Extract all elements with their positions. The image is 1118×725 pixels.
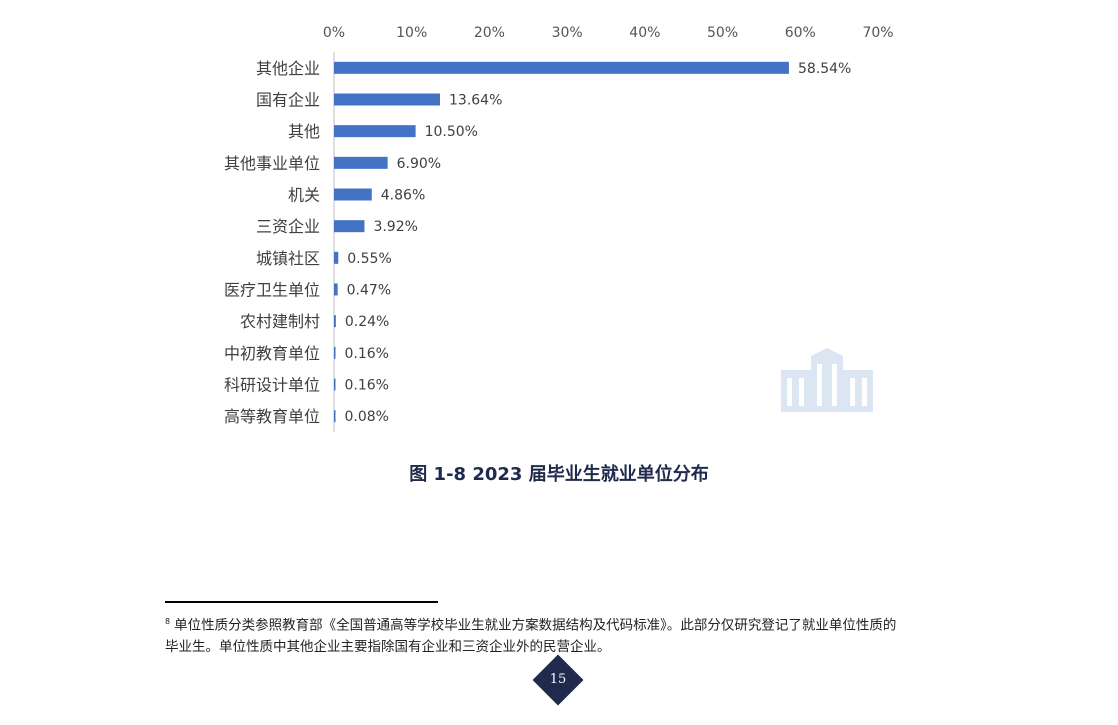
x-tick-label: 20%: [474, 25, 505, 41]
category-label: 中初教育单位: [224, 344, 320, 363]
x-tick-label: 50%: [707, 25, 738, 41]
bars: [334, 61, 789, 423]
bar: [334, 61, 789, 74]
category-label: 其他企业: [256, 59, 320, 78]
footnote-line-2: 毕业生。单位性质中其他企业主要指除国有企业和三资企业外的民营企业。: [165, 638, 611, 655]
category-label: 医疗卫生单位: [224, 281, 320, 300]
data-label: 0.55%: [347, 251, 391, 267]
data-labels: 58.54% 13.64% 10.50% 6.90% 4.86% 3.92% 0.55% 0.…: [345, 61, 852, 425]
bar: [334, 251, 339, 264]
data-label: 0.16%: [345, 378, 389, 394]
category-label: 国有企业: [256, 91, 320, 110]
data-label: 58.54%: [798, 61, 851, 77]
x-tick-label: 40%: [629, 25, 660, 41]
footnote-marker: 8: [165, 617, 171, 626]
page-number: 15: [549, 672, 567, 687]
data-label: 4.86%: [381, 188, 425, 204]
data-label: 0.24%: [345, 314, 389, 330]
data-label: 0.08%: [345, 409, 389, 425]
bar: [334, 220, 365, 233]
data-label: 6.90%: [397, 156, 441, 172]
category-label: 三资企业: [256, 217, 320, 236]
figure-caption: 图 1-8 2023 届毕业生就业单位分布: [409, 464, 709, 485]
bar: [334, 346, 336, 359]
x-tick-label: 60%: [785, 25, 816, 41]
category-label: 高等教育单位: [224, 407, 320, 426]
bar: [334, 125, 416, 138]
data-label: 10.50%: [425, 124, 478, 140]
category-label: 其他: [288, 122, 320, 141]
x-tick-label: 70%: [862, 25, 893, 41]
building-icon: [781, 348, 873, 412]
category-label: 农村建制村: [240, 312, 320, 331]
x-tick-label: 30%: [552, 25, 583, 41]
footnote: 8 单位性质分类参照教育部《全国普通高等学校毕业生就业方案数据结构及代码标准》。此…: [165, 611, 965, 658]
bar: [334, 378, 336, 391]
bar: [334, 283, 338, 296]
bar: [334, 188, 372, 201]
bar: [334, 315, 336, 328]
x-tick-label: 0%: [323, 25, 345, 41]
bar: [334, 410, 336, 423]
footnote-divider: [165, 601, 438, 603]
bar-chart: 0% 10% 20% 30% 40% 50% 60% 70% 其他企业国有企业其他其他事业单位…: [224, 25, 894, 432]
category-label: 科研设计单位: [224, 376, 320, 395]
footnote-line-1: 单位性质分类参照教育部《全国普通高等学校毕业生就业方案数据结构及代码标准》。此部…: [174, 617, 897, 634]
data-label: 13.64%: [449, 93, 502, 109]
data-label: 3.92%: [373, 219, 417, 235]
data-label: 0.16%: [345, 346, 389, 362]
x-tick-label: 10%: [396, 25, 427, 41]
category-labels: 其他企业国有企业其他其他事业单位机关三资企业城镇社区医疗卫生单位农村建制村中初教…: [224, 59, 320, 426]
bar: [334, 156, 388, 169]
data-label: 0.47%: [347, 283, 391, 299]
x-axis-ticks: 0% 10% 20% 30% 40% 50% 60% 70%: [323, 25, 894, 41]
category-label: 城镇社区: [256, 249, 320, 268]
category-label: 机关: [288, 186, 320, 205]
bar: [334, 93, 441, 106]
category-label: 其他事业单位: [224, 154, 320, 173]
